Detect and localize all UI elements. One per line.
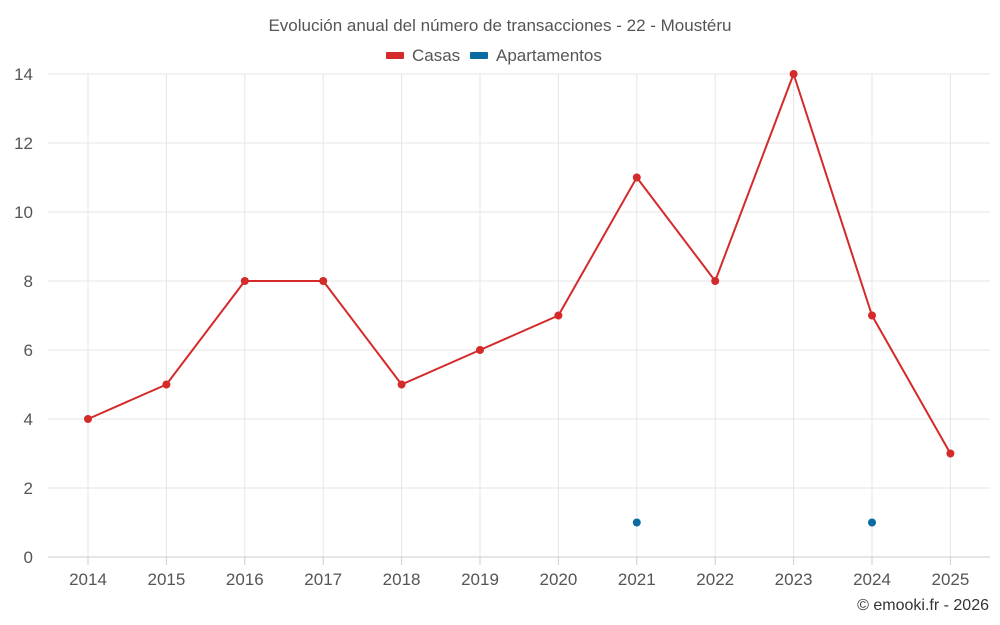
x-tick-label: 2020 [539, 570, 577, 589]
grid [48, 73, 990, 557]
legend-swatch-casas [386, 52, 404, 59]
axes: 0 2 4 6 8 10 12 14 2014 2015 2016 2017 2018 2019 2020 2… [14, 65, 990, 589]
legend-item-casas[interactable]: Casas [386, 46, 460, 65]
data-point-casas[interactable] [397, 380, 406, 389]
x-tick-label: 2019 [461, 570, 499, 589]
y-tick-label: 12 [14, 134, 33, 153]
data-point-apartamentos[interactable] [868, 518, 876, 527]
series [84, 70, 955, 527]
x-tick-label: 2017 [304, 570, 342, 589]
data-point-casas[interactable] [319, 277, 328, 285]
data-point-casas[interactable] [84, 415, 92, 423]
data-point-casas[interactable] [554, 311, 563, 320]
y-tick-label: 6 [24, 341, 33, 360]
series-line-casas [87, 73, 952, 454]
data-point-casas[interactable] [240, 277, 249, 285]
y-tick-label: 8 [24, 272, 33, 291]
data-point-casas[interactable] [632, 173, 641, 182]
x-tick-label: 2022 [696, 570, 734, 589]
x-tick-label: 2014 [69, 570, 107, 589]
x-tick-label: 2016 [226, 570, 264, 589]
legend-item-apartamentos[interactable]: Apartamentos [470, 46, 602, 65]
y-tick-label: 2 [24, 479, 33, 498]
data-point-apartamentos[interactable] [632, 518, 641, 527]
chart-title: Evolución anual del número de transaccio… [268, 16, 731, 35]
data-point-casas[interactable] [868, 311, 876, 320]
x-tick-label: 2015 [147, 570, 185, 589]
legend-swatch-apartamentos [470, 52, 488, 59]
data-point-casas[interactable] [789, 70, 798, 78]
y-tick-label: 10 [14, 203, 33, 222]
x-tick-label: 2023 [775, 570, 813, 589]
y-tick-label: 0 [24, 548, 33, 567]
x-tick-label: 2024 [853, 570, 891, 589]
data-point-casas[interactable] [946, 449, 955, 458]
data-point-casas[interactable] [711, 277, 720, 285]
x-tick-label: 2021 [618, 570, 656, 589]
x-tick-label: 2018 [383, 570, 421, 589]
y-tick-label: 14 [14, 65, 33, 84]
legend: Casas Apartamentos [386, 46, 602, 65]
y-tick-label: 4 [24, 410, 33, 429]
data-point-casas[interactable] [476, 346, 484, 354]
x-tick-label: 2025 [931, 570, 969, 589]
credit: © emooki.fr - 2026 [857, 597, 989, 614]
legend-label-apartamentos: Apartamentos [496, 46, 602, 65]
data-point-casas[interactable] [162, 380, 171, 389]
legend-label-casas: Casas [412, 46, 460, 65]
